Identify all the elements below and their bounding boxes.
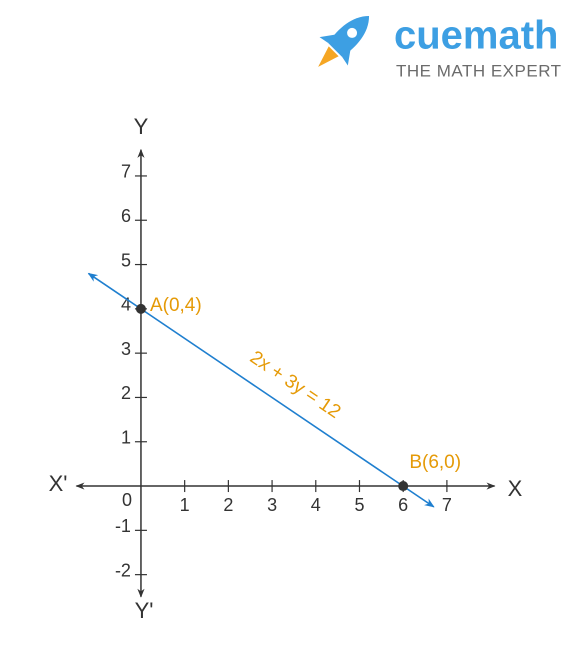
rocket-icon bbox=[318, 15, 370, 67]
point-label: A(0,4) bbox=[150, 295, 202, 316]
y-tick-label: 7 bbox=[121, 162, 131, 182]
y-tick-label: -1 bbox=[115, 516, 131, 536]
x-tick-label: 4 bbox=[311, 495, 321, 515]
x-axis-label: X bbox=[508, 476, 523, 501]
point bbox=[398, 481, 409, 492]
x-axis-label-negative: X' bbox=[49, 471, 68, 496]
point bbox=[135, 303, 146, 314]
y-tick-label: 5 bbox=[121, 250, 131, 270]
x-tick-label: 2 bbox=[223, 495, 233, 515]
line-series bbox=[87, 272, 435, 508]
line-label: 2x + 3y = 12 bbox=[246, 347, 344, 423]
y-tick-label: 3 bbox=[121, 339, 131, 359]
point-label: B(6,0) bbox=[409, 452, 461, 473]
y-tick-label: 1 bbox=[121, 428, 131, 448]
origin-label: 0 bbox=[122, 490, 132, 510]
x-tick-label: 3 bbox=[267, 495, 277, 515]
x-tick-label: 1 bbox=[180, 495, 190, 515]
y-axis-label-negative: Y' bbox=[135, 598, 154, 623]
logo-name: cuemath bbox=[394, 14, 559, 58]
x-tick-label: 6 bbox=[398, 495, 408, 515]
y-axis-label: Y bbox=[134, 114, 149, 139]
y-tick-label: -2 bbox=[115, 560, 131, 580]
logo-tagline: THE MATH EXPERT bbox=[396, 61, 562, 80]
logo: cuemath THE MATH EXPERT bbox=[318, 14, 562, 80]
y-tick-label: 2 bbox=[121, 383, 131, 403]
y-tick-label: 4 bbox=[121, 295, 131, 315]
y-tick-label: 6 bbox=[121, 206, 131, 226]
x-tick-label: 5 bbox=[354, 495, 364, 515]
x-tick-label: 7 bbox=[442, 495, 452, 515]
